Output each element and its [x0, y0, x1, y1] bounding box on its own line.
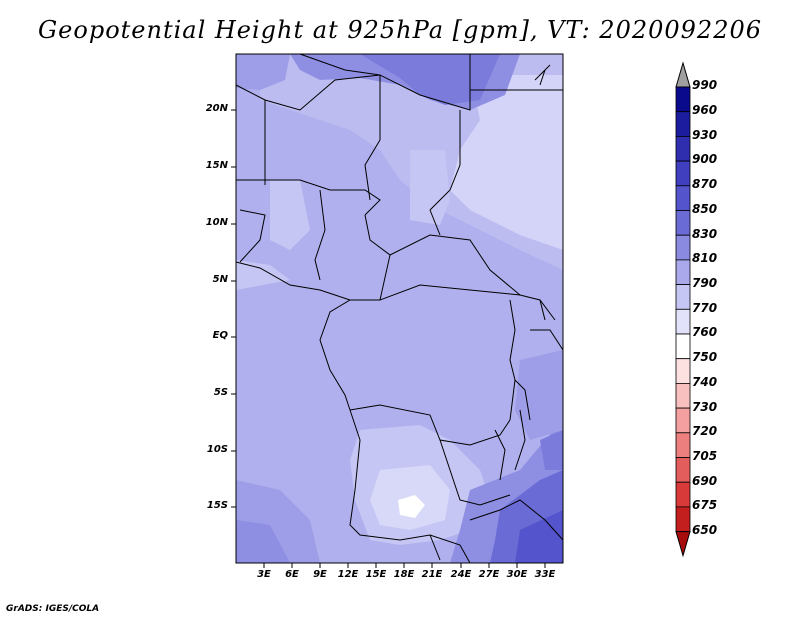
- colorbar-label: 740: [692, 375, 718, 389]
- colorbar-swatch: [675, 333, 691, 360]
- lon-label: 18E: [393, 569, 415, 580]
- lon-label: 27E: [478, 569, 500, 580]
- colorbar-label: 750: [692, 350, 718, 364]
- colorbar-swatch: [675, 457, 691, 483]
- colorbar-label: 850: [692, 202, 718, 216]
- colorbar-label: 830: [692, 227, 718, 241]
- colorbar-label: 760: [692, 325, 718, 339]
- colorbar-label: 675: [692, 498, 718, 512]
- colorbar-label: 730: [692, 400, 718, 414]
- colorbar-label: 960: [692, 103, 718, 117]
- lon-label: 30E: [506, 569, 528, 580]
- lon-label: 33E: [534, 569, 556, 580]
- colorbar-cap-top: [675, 61, 691, 88]
- lat-ticks: [231, 109, 236, 508]
- country-borders: [235, 53, 564, 564]
- lon-label: 3E: [257, 569, 271, 580]
- lon-label: 24E: [450, 569, 472, 580]
- lat-label: 20N: [205, 103, 228, 114]
- lon-label: 6E: [285, 569, 299, 580]
- colorbar-swatch: [675, 160, 691, 187]
- colorbar-swatch: [675, 358, 691, 384]
- colorbar-swatch: [675, 407, 691, 434]
- colorbar-swatch: [675, 506, 691, 532]
- colorbar-swatch: [675, 234, 691, 261]
- lat-label: EQ: [212, 330, 228, 341]
- lat-label: 5S: [213, 387, 228, 398]
- colorbar-label: 705: [692, 449, 718, 463]
- colorbar-swatch: [675, 111, 691, 137]
- colorbar-swatch: [675, 259, 691, 285]
- credit-text: GrADS: IGES/COLA: [6, 604, 100, 614]
- lon-label: 15E: [365, 569, 387, 580]
- lon-label: 12E: [337, 569, 359, 580]
- lon-label: 21E: [421, 569, 443, 580]
- colorbar-swatch: [675, 185, 691, 211]
- colorbar-swatch: [675, 284, 691, 310]
- colorbar-label: 770: [692, 301, 718, 315]
- colorbar-label: 900: [692, 152, 718, 166]
- lat-label: 10N: [205, 217, 228, 228]
- lon-ticks: [263, 563, 546, 568]
- lat-label: 10S: [206, 444, 228, 455]
- colorbar-label: 810: [692, 251, 718, 265]
- colorbar-label: 650: [692, 523, 718, 537]
- colorbar-swatch: [675, 308, 691, 335]
- colorbar-swatch: [675, 481, 691, 508]
- colorbar-swatch: [675, 382, 691, 409]
- colorbar-label: 870: [692, 177, 718, 191]
- colorbar-label: 930: [692, 128, 718, 142]
- lat-label: 15N: [205, 160, 228, 171]
- colorbar-label: 790: [692, 276, 718, 290]
- lon-label: 9E: [313, 569, 327, 580]
- colorbar-cap-bottom: [675, 531, 691, 558]
- colorbar-label: 990: [692, 78, 718, 92]
- colorbar: [675, 61, 691, 558]
- map-frame: [235, 53, 564, 564]
- colorbar-label: 720: [692, 424, 718, 438]
- colorbar-label: 690: [692, 474, 718, 488]
- map-title: Geopotential Height at 925hPa [gpm], VT:…: [38, 16, 762, 44]
- lat-label: 5N: [212, 274, 228, 285]
- colorbar-swatch: [675, 432, 691, 458]
- lat-label: 15S: [206, 500, 228, 511]
- height-field: [236, 54, 563, 563]
- colorbar-swatch: [675, 86, 691, 113]
- colorbar-swatch: [675, 135, 691, 162]
- colorbar-swatch: [675, 210, 691, 236]
